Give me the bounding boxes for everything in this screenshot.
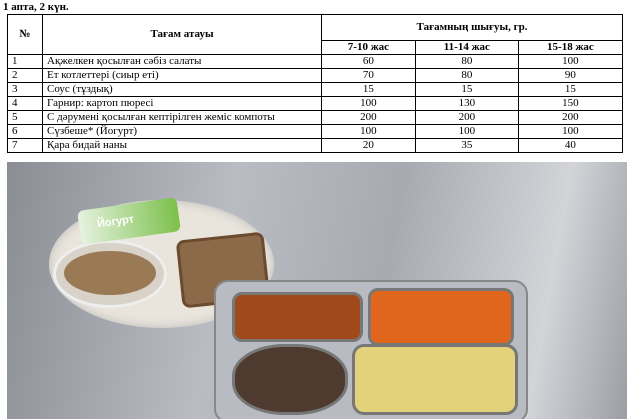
row-name: Ет котлеттері (сиыр еті) bbox=[42, 68, 322, 83]
row-name: Ақжелкен қосылған сәбіз салаты bbox=[42, 54, 322, 69]
table-row: 4 Гарнир: картоп пюресі 100 130 150 bbox=[7, 96, 624, 111]
row-value: 100 bbox=[321, 96, 416, 111]
row-value: 15 bbox=[321, 82, 416, 97]
compote-bowl bbox=[53, 240, 167, 308]
header-age-3: 15-18 жас bbox=[517, 40, 624, 55]
table-row: 3 Соус (тұздық) 15 15 15 bbox=[7, 82, 624, 97]
row-value: 100 bbox=[517, 54, 624, 69]
tray bbox=[214, 280, 528, 419]
sauce bbox=[232, 292, 363, 342]
row-value: 80 bbox=[414, 68, 519, 83]
row-num: 2 bbox=[7, 68, 43, 83]
row-value: 90 bbox=[517, 68, 624, 83]
cutlet bbox=[232, 344, 348, 415]
row-num: 1 bbox=[7, 54, 43, 69]
row-name: Қара бидай наны bbox=[42, 138, 322, 153]
row-num: 3 bbox=[7, 82, 43, 97]
table-row: 6 Сүзбеше* (Йогурт) 100 100 100 bbox=[7, 124, 624, 139]
table-row: 1 Ақжелкен қосылған сәбіз салаты 60 80 100 bbox=[7, 54, 624, 69]
row-value: 200 bbox=[414, 110, 519, 125]
row-value: 200 bbox=[517, 110, 624, 125]
row-name: Сүзбеше* (Йогурт) bbox=[42, 124, 322, 139]
row-num: 4 bbox=[7, 96, 43, 111]
row-value: 40 bbox=[517, 138, 624, 153]
header-output: Тағамның шығуы, гр. bbox=[321, 14, 623, 41]
carrot-salad bbox=[368, 288, 514, 346]
row-value: 130 bbox=[414, 96, 519, 111]
header-name: Тағам атауы bbox=[42, 14, 322, 55]
row-value: 100 bbox=[517, 124, 624, 139]
row-name: Гарнир: картоп пюресі bbox=[42, 96, 322, 111]
row-value: 100 bbox=[414, 124, 519, 139]
header-age-2: 11-14 жас bbox=[414, 40, 519, 55]
table-row: 7 Қара бидай наны 20 35 40 bbox=[7, 138, 624, 153]
row-value: 200 bbox=[321, 110, 416, 125]
row-name: С дәрумені қосылған кептірілген жеміс ко… bbox=[42, 110, 322, 125]
header-age-1: 7-10 жас bbox=[321, 40, 416, 55]
header-num: № bbox=[7, 14, 43, 55]
row-value: 100 bbox=[321, 124, 416, 139]
row-value: 150 bbox=[517, 96, 624, 111]
row-num: 6 bbox=[7, 124, 43, 139]
row-num: 5 bbox=[7, 110, 43, 125]
mashed-potato bbox=[352, 344, 518, 415]
row-value: 20 bbox=[321, 138, 416, 153]
table-row: 2 Ет котлеттері (сиыр еті) 70 80 90 bbox=[7, 68, 624, 83]
row-value: 80 bbox=[414, 54, 519, 69]
row-value: 15 bbox=[414, 82, 519, 97]
row-value: 70 bbox=[321, 68, 416, 83]
row-value: 35 bbox=[414, 138, 519, 153]
menu-table: № Тағам атауы Тағамның шығуы, гр. 7-10 ж… bbox=[7, 14, 624, 153]
row-name: Соус (тұздық) bbox=[42, 82, 322, 97]
row-value: 60 bbox=[321, 54, 416, 69]
meal-photo: Йогурт bbox=[7, 162, 627, 419]
day-caption: 1 апта, 2 күн. bbox=[3, 1, 69, 13]
row-num: 7 bbox=[7, 138, 43, 153]
row-value: 15 bbox=[517, 82, 624, 97]
